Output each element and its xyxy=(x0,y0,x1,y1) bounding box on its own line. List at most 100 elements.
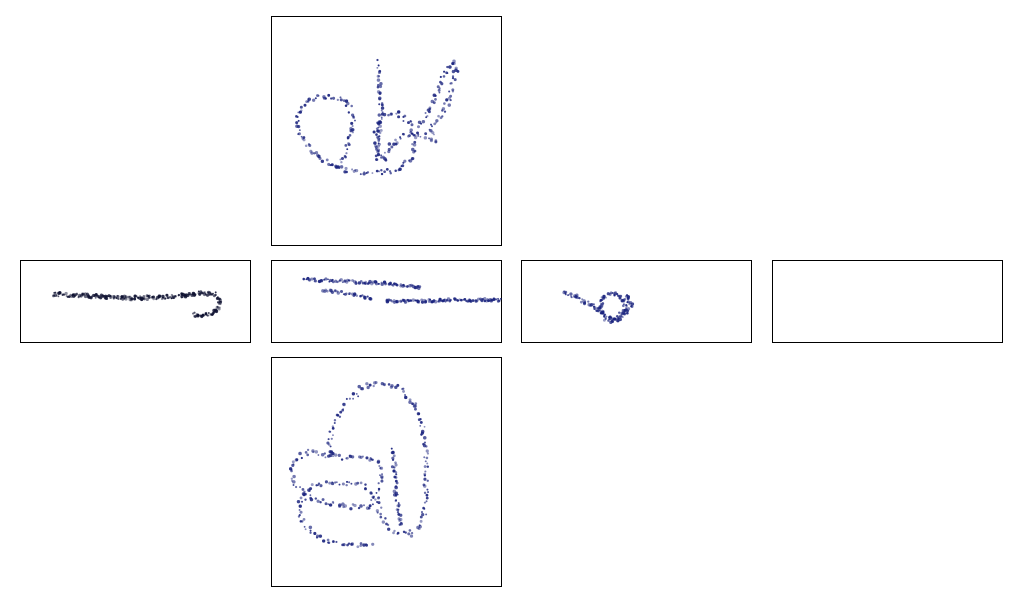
chart-panel-center xyxy=(271,260,502,343)
center-trajectory-point xyxy=(414,299,417,302)
top-trajectory-point xyxy=(377,142,380,145)
top-trajectory-point xyxy=(420,122,423,125)
bottom-trajectory-point xyxy=(338,504,342,508)
left-trajectory-point xyxy=(52,294,55,297)
bottom-trajectory-point xyxy=(341,543,344,547)
center-trajectory-point xyxy=(420,298,424,302)
bottom-trajectory-point xyxy=(339,410,343,414)
top-trajectory-point xyxy=(376,85,380,89)
right-trajectory-point xyxy=(603,315,606,318)
center-trajectory-point xyxy=(361,294,364,297)
right-trajectory-point xyxy=(592,303,595,306)
bottom-trajectory-point xyxy=(426,465,430,468)
center-trajectory-point xyxy=(345,292,348,295)
top-trajectory-point xyxy=(378,142,382,146)
bottom-trajectory-point xyxy=(379,512,382,516)
bottom-trajectory-point xyxy=(288,467,293,471)
bottom-trajectory-point xyxy=(327,503,330,506)
bottom-trajectory-point xyxy=(412,404,417,408)
top-trajectory-point xyxy=(377,121,380,125)
bottom-trajectory-point xyxy=(365,506,370,510)
bottom-trajectory-point xyxy=(341,482,345,486)
left-trajectory-point xyxy=(165,293,169,297)
bottom-trajectory-point xyxy=(311,449,315,453)
bottom-trajectory-point xyxy=(390,384,394,388)
bottom-trajectory-point xyxy=(299,520,302,523)
bottom-trajectory-point xyxy=(423,465,427,469)
bottom-trajectory-point xyxy=(309,487,313,491)
bottom-trajectory-point xyxy=(372,384,375,388)
left-trajectory-point xyxy=(94,296,97,299)
top-trajectory-point xyxy=(438,91,441,94)
bottom-trajectory-point xyxy=(303,525,306,528)
right-trajectory-point xyxy=(599,299,603,302)
left-trajectory-point xyxy=(55,294,58,297)
top-trajectory-point xyxy=(376,148,380,152)
top-trajectory-point xyxy=(428,137,430,140)
bottom-trajectory-point xyxy=(351,503,355,506)
bottom-trajectory-point xyxy=(381,520,386,524)
top-trajectory-point xyxy=(437,114,440,118)
top-trajectory-point xyxy=(377,75,381,78)
top-trajectory-point xyxy=(378,137,381,140)
center-trajectory-point xyxy=(327,278,329,281)
left-trajectory-point xyxy=(53,293,58,297)
center-trajectory-point xyxy=(403,300,407,304)
center-trajectory-point xyxy=(392,299,396,303)
bottom-trajectory-point xyxy=(302,518,306,521)
chart-panel-right xyxy=(521,260,752,343)
top-trajectory-point xyxy=(413,140,417,144)
top-trajectory-point xyxy=(376,83,380,87)
center-trajectory-point xyxy=(366,282,370,285)
top-trajectory-point xyxy=(409,128,413,132)
top-trajectory-point xyxy=(451,69,456,74)
bottom-trajectory-point xyxy=(359,387,363,391)
bottom-trajectory-point xyxy=(357,384,361,389)
left-trajectory-point xyxy=(211,293,213,296)
bottom-trajectory-point xyxy=(379,515,383,519)
left-trajectory-point xyxy=(120,295,123,298)
top-trajectory-point xyxy=(314,97,317,100)
bottom-trajectory-point xyxy=(404,531,407,534)
top-trajectory-point xyxy=(449,98,452,102)
top-trajectory-point xyxy=(345,170,348,174)
bottom-trajectory-point xyxy=(413,404,418,408)
bottom-trajectory-point xyxy=(380,476,384,480)
top-trajectory-point xyxy=(346,101,350,106)
center-trajectory-point xyxy=(366,295,369,298)
left-trajectory-point xyxy=(145,297,149,302)
top-trajectory-point xyxy=(379,128,383,132)
bottom-trajectory-point xyxy=(331,427,335,430)
center-trajectory-point xyxy=(402,283,405,287)
top-trajectory-point xyxy=(380,109,383,112)
bottom-trajectory-point xyxy=(394,476,398,479)
bottom-trajectory-point xyxy=(333,419,337,422)
bottom-trajectory-point xyxy=(376,496,380,500)
top-trajectory-point xyxy=(295,124,299,129)
top-trajectory-point xyxy=(327,162,331,166)
center-trajectory-point xyxy=(387,298,391,302)
bottom-trajectory-point xyxy=(357,395,360,398)
top-trajectory-point xyxy=(354,119,356,122)
left-trajectory-point xyxy=(89,296,93,300)
bottom-trajectory-point xyxy=(394,471,398,474)
bottom-trajectory-point xyxy=(364,487,367,490)
top-trajectory-point xyxy=(450,81,453,85)
bottom-trajectory-point xyxy=(398,519,401,522)
bottom-trajectory-point xyxy=(419,425,422,427)
bottom-trajectory-point xyxy=(422,436,427,440)
bottom-trajectory-point xyxy=(349,507,353,511)
center-trajectory-point xyxy=(368,279,372,284)
center-trajectory-point xyxy=(353,293,357,296)
left-trajectory-point xyxy=(193,314,196,318)
bottom-trajectory-point xyxy=(345,480,349,483)
bottom-trajectory-point xyxy=(418,524,421,527)
bottom-trajectory-point xyxy=(315,484,318,487)
top-trajectory-point xyxy=(413,149,417,153)
bottom-trajectory-point xyxy=(328,503,333,507)
bottom-trajectory-point xyxy=(402,389,405,393)
bottom-trajectory-point xyxy=(319,484,323,488)
bottom-trajectory-point xyxy=(368,383,372,387)
bottom-trajectory-point xyxy=(396,504,400,508)
bottom-trajectory-point xyxy=(304,451,308,454)
